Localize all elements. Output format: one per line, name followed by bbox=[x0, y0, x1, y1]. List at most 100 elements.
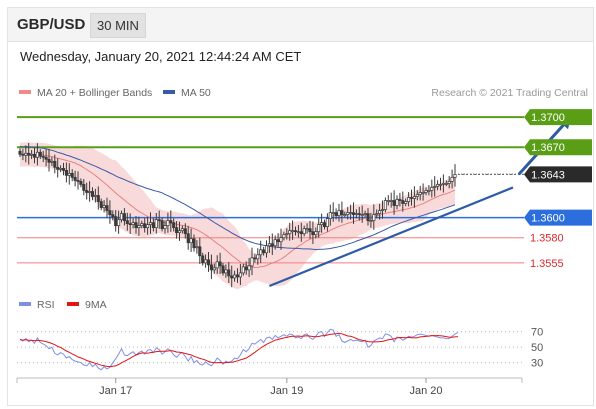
candle-body bbox=[282, 234, 286, 239]
candle-body bbox=[354, 213, 358, 215]
candle-body bbox=[366, 213, 370, 221]
candle-body bbox=[305, 228, 309, 231]
candle-body bbox=[18, 150, 22, 155]
candle-body bbox=[407, 197, 411, 202]
candle-body bbox=[41, 155, 45, 158]
timestamp: Wednesday, January 20, 2021 12:44:24 AM … bbox=[20, 49, 302, 64]
candle-body bbox=[238, 272, 242, 278]
candle-body bbox=[334, 212, 338, 216]
candle-body bbox=[134, 222, 138, 229]
candle-body bbox=[105, 205, 109, 211]
candle-body bbox=[325, 218, 329, 228]
candle-body bbox=[111, 214, 115, 217]
legend-label: MA 20 + Bollinger Bands bbox=[37, 87, 152, 99]
candle-body bbox=[436, 184, 440, 187]
candle-body bbox=[102, 205, 106, 208]
candle-body bbox=[119, 213, 124, 220]
candle-body bbox=[56, 166, 60, 170]
candle-body bbox=[82, 184, 86, 191]
candle-body bbox=[401, 200, 405, 204]
candle-body bbox=[35, 151, 39, 158]
candle-body bbox=[317, 224, 321, 233]
candle-body bbox=[378, 210, 382, 214]
candle-body bbox=[415, 194, 419, 197]
candle-body bbox=[424, 190, 428, 193]
candle-body bbox=[308, 228, 312, 233]
resistance-value: 1.3700 bbox=[531, 112, 565, 124]
rsi-panel: RSI 9MA 70 50 30 bbox=[17, 299, 543, 371]
candle-body bbox=[322, 222, 327, 228]
candle-body bbox=[224, 269, 228, 274]
candle-body bbox=[30, 153, 34, 156]
candle-body bbox=[38, 151, 42, 157]
x-tick-label: Jan 17 bbox=[99, 385, 132, 397]
candle-body bbox=[157, 219, 161, 221]
candle-body bbox=[311, 231, 315, 236]
candle-body bbox=[444, 183, 448, 185]
candle-body bbox=[137, 225, 141, 229]
candle-body bbox=[172, 222, 176, 229]
x-tick-label: Jan 20 bbox=[409, 385, 442, 397]
candle-body bbox=[44, 156, 48, 160]
candle-body bbox=[296, 231, 300, 234]
candle-body bbox=[375, 213, 379, 215]
candle-body bbox=[264, 245, 269, 254]
candle-body bbox=[250, 257, 254, 267]
candle-body bbox=[24, 152, 28, 156]
candle-body bbox=[64, 170, 68, 176]
candle-body bbox=[247, 265, 251, 271]
current-price-value: 1.3643 bbox=[531, 169, 565, 181]
candle-body bbox=[230, 275, 234, 279]
legend-swatch bbox=[19, 90, 31, 94]
candle-body bbox=[360, 214, 364, 216]
candle-body bbox=[418, 192, 422, 195]
candle-body bbox=[151, 222, 155, 229]
current-price-tag bbox=[524, 166, 592, 183]
pivot-value: 1.3555 bbox=[530, 258, 564, 270]
candle-body bbox=[372, 214, 376, 221]
resistance-tag bbox=[524, 139, 592, 156]
timeframe-badge[interactable]: 30 MIN bbox=[90, 13, 146, 38]
rsi-legend-label: RSI bbox=[37, 299, 55, 311]
candle-body bbox=[140, 223, 144, 227]
rsi-tick-label: 70 bbox=[531, 327, 543, 339]
x-axis: Jan 17 Jan 19 Jan 20 bbox=[16, 377, 523, 397]
candle-body bbox=[262, 249, 266, 254]
candle-body bbox=[27, 152, 31, 156]
price-legend: MA 20 + Bollinger Bands MA 50 bbox=[19, 87, 211, 99]
candle-body bbox=[447, 181, 451, 184]
candle-body bbox=[340, 210, 344, 215]
candle-body bbox=[328, 212, 332, 219]
candle-body bbox=[386, 200, 390, 202]
candle-body bbox=[433, 186, 437, 188]
candle-body bbox=[108, 210, 112, 215]
bollinger-band-area bbox=[20, 142, 455, 290]
candle-body bbox=[180, 228, 184, 232]
candle-body bbox=[438, 184, 443, 186]
bollinger-bands bbox=[20, 142, 455, 290]
candle-body bbox=[59, 167, 63, 170]
pivot-value: 1.3580 bbox=[530, 233, 564, 245]
rsi-line bbox=[19, 328, 459, 371]
candle-body bbox=[67, 173, 71, 176]
candle-body bbox=[96, 195, 100, 202]
credit-text: Research © 2021 Trading Central bbox=[431, 87, 588, 99]
candle-body bbox=[346, 212, 350, 215]
candles bbox=[18, 143, 457, 288]
candle-body bbox=[357, 213, 361, 215]
candle-body bbox=[85, 190, 89, 193]
candle-body bbox=[88, 191, 92, 193]
candle-body bbox=[195, 246, 199, 249]
candle-body bbox=[273, 239, 277, 247]
candle-body bbox=[256, 254, 260, 260]
candle-body bbox=[166, 220, 170, 227]
candle-body bbox=[192, 238, 196, 249]
candle-body bbox=[395, 199, 399, 206]
rsi-legend-swatch bbox=[19, 302, 31, 306]
candle-body bbox=[175, 227, 179, 234]
candle-body bbox=[453, 174, 457, 178]
candle-body bbox=[209, 264, 213, 271]
candle-body bbox=[450, 177, 454, 182]
candle-body bbox=[218, 261, 222, 267]
